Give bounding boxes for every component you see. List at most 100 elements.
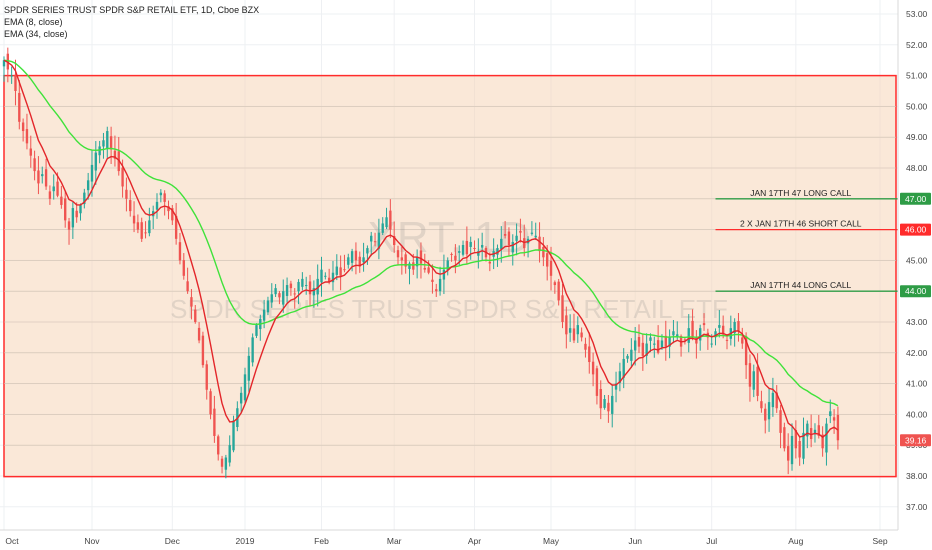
candle-body [519,230,522,233]
y-tick-label: 43.00 [906,317,928,327]
candle-body [461,245,465,255]
candle-body [561,295,564,322]
candle [71,201,75,239]
candle [454,244,457,274]
candle-body [771,392,775,408]
watermark-symbol: XRT, 1D [367,213,530,262]
candle [370,231,373,257]
candle-body [408,263,411,269]
candle-body [392,236,396,245]
candle-body [503,233,507,236]
legend-title: SPDR SERIES TRUST SPDR S&P RETAIL ETF, 1… [4,5,260,15]
candle [542,237,545,267]
candle [109,126,113,165]
candle-body [90,164,94,182]
candle [186,267,189,294]
y-tick-label: 48.00 [906,163,928,173]
candle [523,224,526,257]
candle-body [148,220,151,234]
candle-body [140,222,143,239]
candle [806,420,809,449]
candle [672,319,675,344]
candle [496,244,499,267]
candle [637,324,641,353]
candle [64,191,67,228]
candle-body [201,335,205,366]
candle-body [603,399,606,408]
candle [274,284,277,298]
candle-body [733,322,736,334]
candle [389,199,392,239]
candle [94,141,97,185]
candle-body [721,325,725,335]
candle-body [247,355,251,381]
candle [289,280,293,296]
candle-body [630,349,633,361]
candle-body [546,253,549,267]
ema8-line [3,59,839,439]
candle-body [817,425,820,436]
candle-body [779,410,782,433]
candle-body [446,260,449,271]
candle-body [664,335,667,347]
candle-body [668,337,671,347]
candle-body [44,169,48,187]
watermark-name: SPDR SERIES TRUST SPDR S&P RETAIL ETF [170,294,728,324]
candle [576,316,579,343]
candle-body [442,269,446,280]
candle [614,371,618,403]
ema-lines [3,59,839,439]
x-tick-label: Mar [387,536,402,546]
candles [2,47,840,479]
price-axis[interactable]: 53.00 52.00 51.00 50.00 49.00 48.00 47.00 46.00… [897,0,932,550]
candle-body [339,267,342,276]
candle [52,174,55,200]
candle-body [737,321,740,332]
y-tick-label: 53.00 [906,9,928,19]
candle [695,330,698,359]
candle [178,232,182,265]
candle [664,320,667,361]
candle [809,414,813,448]
level-price-tag [900,285,931,298]
time-axis[interactable]: Oct Nov Dec 2019 Feb Mar Apr May Jun Jul Aug Sep [0,529,898,550]
candle [438,266,442,296]
candle [519,218,522,243]
candle [285,277,289,303]
candle-body [14,74,17,91]
candle-body [473,247,476,249]
candle [159,189,163,203]
candle [396,245,400,266]
candle-body [182,260,185,276]
candle-body [802,432,805,459]
candle-body [316,278,319,295]
candle-body [213,408,216,436]
candle-body [228,445,231,463]
candle-body [29,148,32,156]
candle [480,232,484,261]
candle [324,272,327,280]
candle-body [52,186,55,192]
last-price-label: 39.16 [905,435,927,445]
candle-body [71,208,75,228]
candle [622,348,625,389]
candle [653,336,656,358]
candle [125,177,128,212]
candle-body [94,152,97,171]
candle [86,172,90,200]
candle-body [270,294,273,303]
candle [611,384,614,428]
candle-body [832,417,836,421]
candle [213,395,216,443]
candle [721,315,725,339]
candle-body [477,251,480,256]
candle-body [64,198,67,221]
candle-body [500,238,503,250]
candle [132,201,136,233]
candle-body [438,278,442,292]
candle-body [607,402,610,412]
candle-body [702,323,706,326]
candle-body [136,222,140,230]
candle [174,203,178,245]
